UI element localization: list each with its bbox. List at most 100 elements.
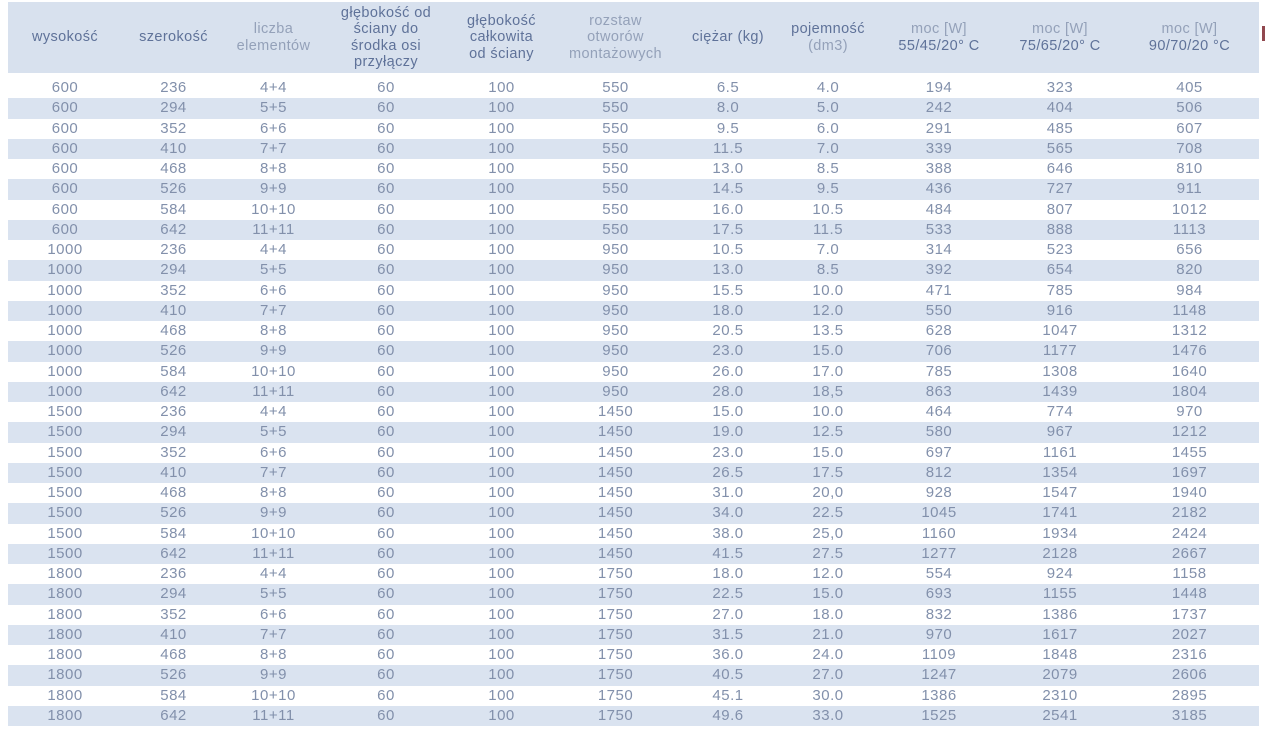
- cell-moc-w-55-45-20: 291: [925, 119, 953, 137]
- table-row: 1000 584 10+10 60 100 950 26.0 17.0 785 1308 1640: [8, 362, 1259, 382]
- cell-moc-w-55-45-20: 1525: [878, 705, 1000, 726]
- cell-moc-w-90-70-20: 1737: [1171, 605, 1208, 623]
- cell-moc-w-90-70-20: 1012: [1171, 200, 1208, 218]
- table-row: 1800 410 7+7 60 100 1750 31.5 21.0 970 1617 2027: [8, 624, 1259, 645]
- cell-moc-w-75-65-20: 2541: [1000, 705, 1120, 726]
- cell-pojemnosc-dm3: 17.0: [812, 362, 844, 380]
- cell-moc-w-75-65-20: 2079: [1000, 665, 1120, 686]
- cell-szerokosc: 236: [160, 403, 187, 420]
- cell-rozstaw-otworow-montazowych: 1450: [553, 543, 678, 564]
- cell-wysokosc: 1500: [8, 503, 122, 524]
- cell-glebokosc-calkowita-od-sciany: 100: [488, 605, 515, 623]
- cell-ciezar-kg: 8.0: [678, 98, 778, 119]
- cell-moc-w-55-45-20: 392: [878, 260, 1000, 281]
- cell-liczba-elementow: 6+6: [260, 281, 287, 299]
- cell-moc-w-90-70-20: 2027: [1120, 624, 1259, 645]
- cell-rozstaw-otworow-montazowych: 950: [602, 362, 629, 380]
- cell-glebokosc-od-sciany-do-srodka-osi-przylaczy: 60: [377, 484, 395, 501]
- cell-rozstaw-otworow-montazowych: 1750: [597, 565, 634, 582]
- cell-glebokosc-od-sciany-do-srodka-osi-przylaczy: 60: [377, 605, 395, 623]
- cell-moc-w-90-70-20: 1158: [1172, 565, 1207, 582]
- table-row: 600 294 5+5 60 100 550 8.0 5.0 242 404 506: [8, 98, 1259, 119]
- cell-glebokosc-calkowita-od-sciany: 100: [488, 281, 515, 299]
- cell-moc-w-90-70-20: 1212: [1120, 422, 1259, 443]
- cell-wysokosc: 1800: [8, 624, 122, 645]
- cell-moc-w-90-70-20: 3185: [1120, 705, 1259, 726]
- cell-pojemnosc-dm3: 11.5: [778, 219, 878, 240]
- cell-pojemnosc-dm3: 12.5: [778, 422, 878, 443]
- cell-ciezar-kg: 26.5: [678, 462, 778, 483]
- cell-moc-w-90-70-20: 1476: [1120, 341, 1259, 362]
- cell-glebokosc-calkowita-od-sciany: 100: [450, 543, 553, 564]
- cell-moc-w-55-45-20: 697: [925, 443, 953, 461]
- header-line: 55/45/20° C: [898, 37, 980, 54]
- cell-pojemnosc-dm3: 18,5: [778, 381, 878, 402]
- cell-liczba-elementow: 9+9: [225, 503, 322, 524]
- cell-wysokosc: 1000: [47, 362, 83, 380]
- cell-glebokosc-od-sciany-do-srodka-osi-przylaczy: 60: [322, 503, 450, 524]
- cell-liczba-elementow: 8+8: [260, 646, 287, 663]
- cell-wysokosc: 1000: [8, 341, 122, 362]
- cell-ciezar-kg: 6.5: [716, 79, 740, 96]
- cell-glebokosc-od-sciany-do-srodka-osi-przylaczy: 60: [377, 241, 395, 258]
- cell-szerokosc: 352: [160, 605, 187, 623]
- cell-pojemnosc-dm3: 15.0: [778, 584, 878, 605]
- cell-rozstaw-otworow-montazowych: 1750: [597, 646, 634, 663]
- cell-glebokosc-calkowita-od-sciany: 100: [488, 443, 515, 461]
- cell-rozstaw-otworow-montazowych: 550: [553, 138, 678, 159]
- table-row: 1500 294 5+5 60 100 1450 19.0 12.5 580 967 1212: [8, 422, 1259, 443]
- cell-glebokosc-od-sciany-do-srodka-osi-przylaczy: 60: [377, 362, 395, 380]
- cell-ciezar-kg: 16.0: [712, 200, 744, 218]
- spec-table-body: 600 236 4+4 60 100 550 6.5 4.0 194 323 405 600 294 5+…: [8, 76, 1259, 726]
- cell-liczba-elementow: 9+9: [225, 179, 322, 200]
- cell-moc-w-75-65-20: 565: [1000, 138, 1120, 159]
- table-row: 1500 642 11+11 60 100 1450 41.5 27.5 1277 2128 266…: [8, 543, 1259, 564]
- cell-wysokosc: 1500: [47, 524, 83, 542]
- cell-ciezar-kg: 11.5: [678, 138, 778, 159]
- cell-pojemnosc-dm3: 27.0: [778, 665, 878, 686]
- cell-rozstaw-otworow-montazowych: 950: [553, 381, 678, 402]
- cell-rozstaw-otworow-montazowych: 1450: [597, 524, 634, 542]
- cell-glebokosc-calkowita-od-sciany: 100: [450, 462, 553, 483]
- cell-glebokosc-calkowita-od-sciany: 100: [450, 260, 553, 281]
- cell-szerokosc: 410: [122, 624, 225, 645]
- header-line: 90/70/20 °C: [1148, 37, 1231, 54]
- cell-moc-w-90-70-20: 1804: [1120, 381, 1259, 402]
- header-line: wysokość: [31, 29, 99, 46]
- cell-moc-w-75-65-20: 727: [1000, 179, 1120, 200]
- cell-rozstaw-otworow-montazowych: 950: [553, 341, 678, 362]
- cell-wysokosc: 1000: [8, 381, 122, 402]
- cell-glebokosc-calkowita-od-sciany: 100: [488, 565, 515, 582]
- cell-moc-w-90-70-20: 2667: [1120, 543, 1259, 564]
- cell-glebokosc-calkowita-od-sciany: 100: [488, 119, 515, 137]
- cell-glebokosc-calkowita-od-sciany: 100: [488, 403, 515, 420]
- cell-glebokosc-od-sciany-do-srodka-osi-przylaczy: 60: [377, 200, 395, 218]
- cell-wysokosc: 1000: [47, 281, 83, 299]
- col-header-glebokosc-calkowita-od-sciany: głębokość całkowita od ściany: [450, 2, 553, 78]
- cell-glebokosc-od-sciany-do-srodka-osi-przylaczy: 60: [322, 705, 450, 726]
- cell-glebokosc-od-sciany-do-srodka-osi-przylaczy: 60: [322, 98, 450, 119]
- cell-moc-w-55-45-20: 928: [925, 484, 953, 501]
- cell-moc-w-90-70-20: 1448: [1120, 584, 1259, 605]
- cell-liczba-elementow: 5+5: [225, 422, 322, 443]
- cell-szerokosc: 526: [122, 503, 225, 524]
- cell-wysokosc: 600: [8, 98, 122, 119]
- cell-glebokosc-calkowita-od-sciany: 100: [488, 160, 515, 177]
- cell-liczba-elementow: 11+11: [225, 381, 322, 402]
- cell-pojemnosc-dm3: 21.0: [778, 624, 878, 645]
- cell-liczba-elementow: 9+9: [225, 665, 322, 686]
- cell-glebokosc-od-sciany-do-srodka-osi-przylaczy: 60: [377, 281, 395, 299]
- cell-wysokosc: 1800: [47, 686, 83, 704]
- cell-moc-w-55-45-20: 1247: [878, 665, 1000, 686]
- cell-wysokosc: 1500: [8, 543, 122, 564]
- cell-pojemnosc-dm3: 12.0: [812, 565, 844, 582]
- cell-rozstaw-otworow-montazowych: 1450: [553, 422, 678, 443]
- cell-rozstaw-otworow-montazowych: 1450: [597, 403, 634, 420]
- cell-rozstaw-otworow-montazowych: 1750: [597, 605, 634, 623]
- header-line: szerokość: [139, 29, 208, 46]
- cell-ciezar-kg: 31.5: [678, 624, 778, 645]
- cell-moc-w-55-45-20: 436: [878, 179, 1000, 200]
- table-row: 1800 352 6+6 60 100 1750 27.0 18.0 832 1386 1737: [8, 605, 1259, 625]
- cell-wysokosc: 1000: [8, 300, 122, 321]
- cell-moc-w-55-45-20: 550: [878, 300, 1000, 321]
